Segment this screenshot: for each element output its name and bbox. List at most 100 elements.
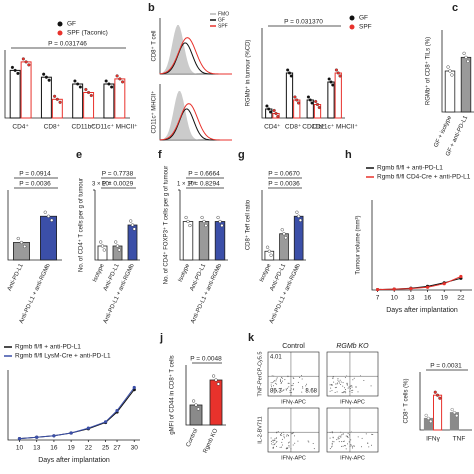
event-dot: [344, 377, 346, 379]
event-dot: [345, 445, 347, 447]
event-dot: [292, 384, 294, 386]
data-dot: [16, 236, 20, 241]
event-dot: [357, 436, 359, 438]
quadrant-value: 86.3: [270, 389, 282, 395]
event-dot: [284, 437, 286, 439]
event-dot: [271, 375, 273, 377]
data-dot: [188, 223, 192, 228]
event-dot: [353, 377, 355, 379]
data-dot: [186, 219, 190, 224]
data-dot: [274, 111, 278, 116]
event-dot: [275, 441, 277, 443]
y-tick-label: 3 × 10⁵: [92, 181, 112, 188]
event-dot: [340, 431, 342, 433]
event-dot: [349, 388, 351, 390]
data-dot: [331, 83, 335, 87]
panel-label: b: [148, 2, 155, 14]
x-tick-label: Isotype: [259, 262, 273, 283]
x-tick-label: 16: [50, 445, 58, 452]
event-dot: [344, 445, 346, 447]
data-dot: [433, 390, 437, 394]
axis: [261, 190, 306, 261]
event-dot: [290, 388, 292, 390]
legend-marker: [349, 15, 355, 21]
event-dot: [275, 380, 277, 382]
x-tick-label: CD4⁺: [264, 124, 281, 131]
event-dot: [349, 445, 351, 447]
data-dot: [117, 248, 121, 252]
axis: [7, 370, 140, 441]
bar: [72, 83, 84, 119]
x-tick-label: 30: [131, 445, 139, 452]
event-dot: [349, 390, 351, 392]
event-dot: [297, 381, 299, 383]
legend-label: GF: [67, 21, 76, 28]
data-dot: [287, 71, 292, 75]
data-dot: [297, 214, 301, 218]
data-dot: [10, 65, 14, 69]
p-value: P = 0.0031: [430, 363, 462, 370]
data-dot: [295, 210, 299, 214]
event-dot: [331, 384, 333, 386]
event-dot: [335, 383, 337, 385]
event-dot: [335, 386, 337, 388]
x-tick-label: Isotype: [178, 262, 192, 283]
bar: [285, 72, 294, 119]
legend-marker: [57, 21, 63, 27]
data-dot: [192, 399, 196, 403]
event-dot: [371, 433, 373, 435]
event-dot: [360, 446, 362, 448]
panel-label: c: [452, 2, 458, 14]
event-dot: [281, 376, 283, 378]
event-dot: [299, 376, 301, 378]
data-dot: [336, 71, 340, 75]
histogram-curve: [160, 90, 232, 140]
p-value: P = 0.0036: [268, 181, 300, 188]
plot-frame: [267, 351, 320, 397]
event-dot: [342, 382, 344, 384]
data-dot: [130, 223, 135, 227]
data-dot: [73, 79, 77, 83]
x-tick-label: Anti-PD-L1 + anti-RGMb: [103, 262, 136, 324]
point: [35, 435, 39, 439]
event-dot: [281, 377, 283, 379]
x-tick-label: 27: [113, 445, 121, 452]
p-value: P = 0.0048: [190, 356, 222, 363]
data-dot: [452, 411, 457, 415]
event-dot: [292, 389, 294, 391]
event-dot: [302, 387, 304, 389]
event-dot: [292, 432, 294, 434]
data-dot: [435, 393, 440, 397]
data-dot: [446, 65, 450, 69]
x-tick-label: 13: [407, 295, 415, 302]
event-dot: [280, 380, 282, 382]
event-dot: [342, 445, 344, 447]
y-axis-label: No. of CD4⁺ T cells per g of tumour: [78, 178, 85, 272]
bar: [97, 245, 108, 261]
x-axis-label: Days after implantation: [38, 457, 110, 464]
bar: [189, 404, 203, 426]
x-tick-label: TNF: [453, 436, 466, 443]
event-dot: [287, 376, 289, 378]
event-dot: [301, 378, 303, 380]
x-tick-label: 25: [102, 445, 110, 452]
event-dot: [287, 447, 289, 449]
legend-label: SPF: [218, 23, 228, 29]
event-dot: [272, 447, 274, 449]
point: [392, 287, 396, 291]
event-dot: [331, 383, 333, 385]
x-tick-label: 19: [68, 445, 76, 452]
data-dot: [214, 378, 218, 382]
x-tick-label: Anti-PD-L1 + anti-RGMb: [269, 262, 302, 324]
legend-label: GF: [359, 15, 368, 22]
event-dot: [338, 435, 340, 437]
data-dot: [315, 102, 320, 107]
event-dot: [305, 388, 307, 390]
event-dot: [301, 375, 303, 377]
event-dot: [280, 387, 282, 389]
y-axis-label: No. of CD4⁺ FOXP3⁺ T cells per g of tumo…: [163, 166, 170, 285]
event-dot: [342, 392, 344, 394]
event-dot: [293, 388, 295, 390]
panel-label: j: [159, 332, 163, 344]
panel-label: f: [158, 149, 162, 161]
